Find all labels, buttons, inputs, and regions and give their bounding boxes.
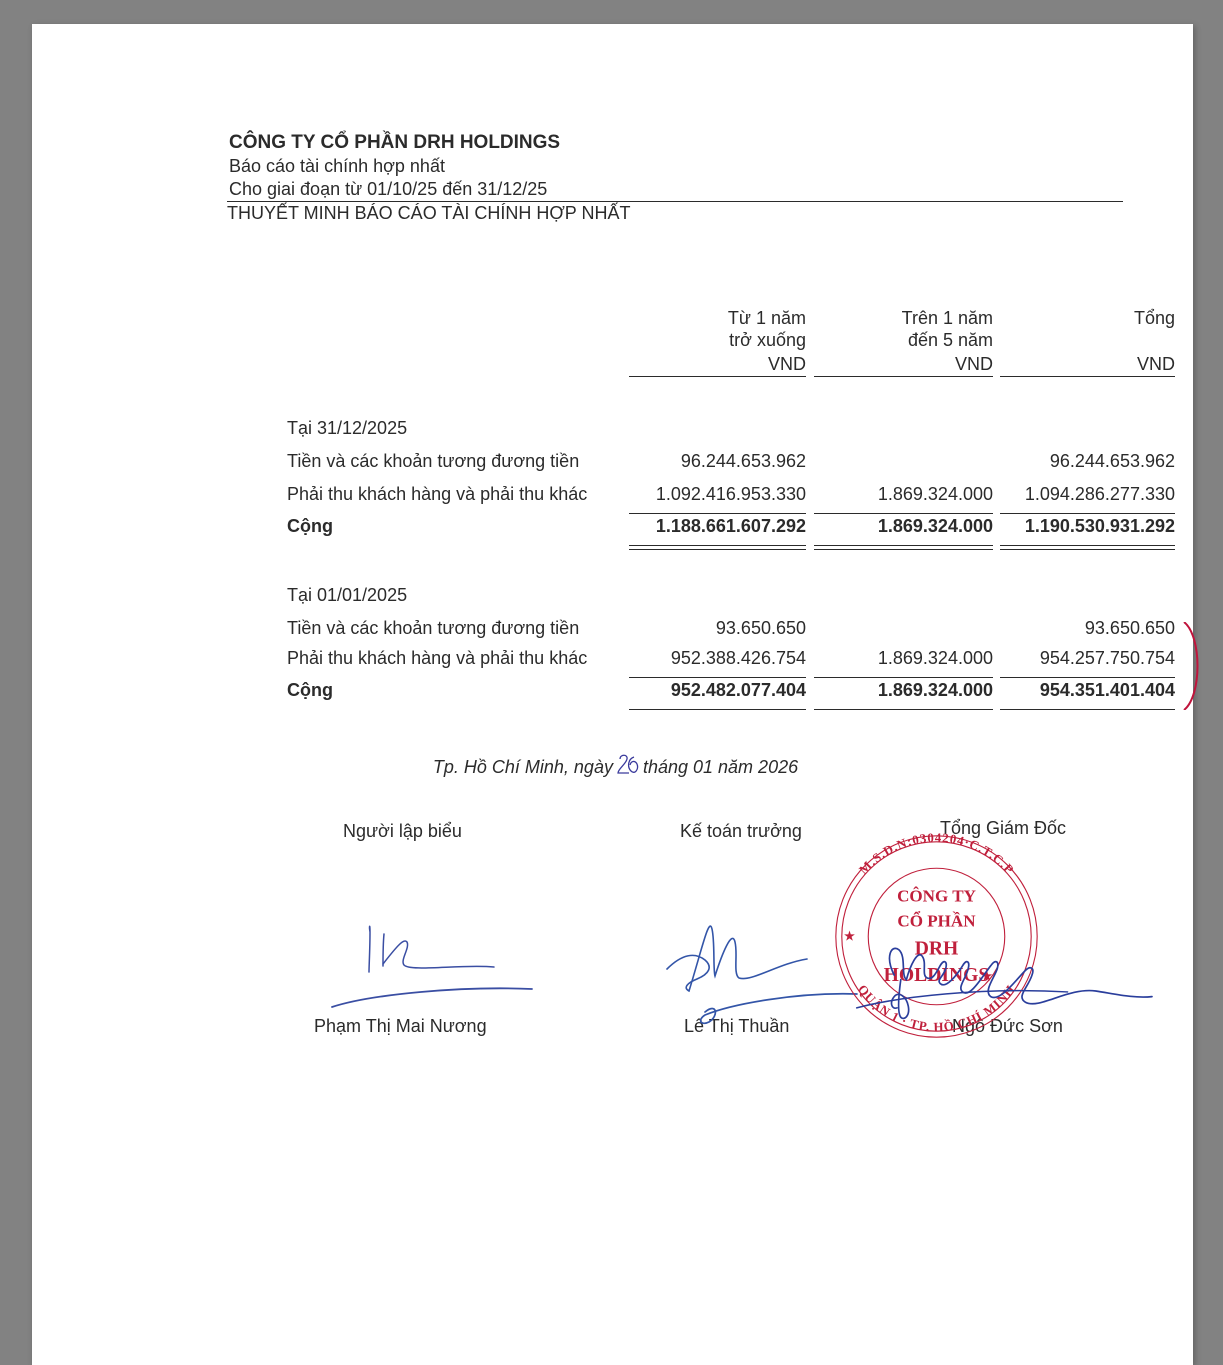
svg-text:M.S.D.N:0304204·C.T.C.P: M.S.D.N:0304204·C.T.C.P xyxy=(856,831,1016,877)
